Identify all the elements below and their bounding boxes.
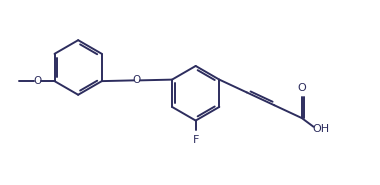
Text: O: O	[33, 76, 41, 86]
Text: O: O	[133, 75, 141, 85]
Text: O: O	[298, 83, 306, 93]
Text: OH: OH	[312, 125, 329, 134]
Text: F: F	[193, 135, 199, 145]
